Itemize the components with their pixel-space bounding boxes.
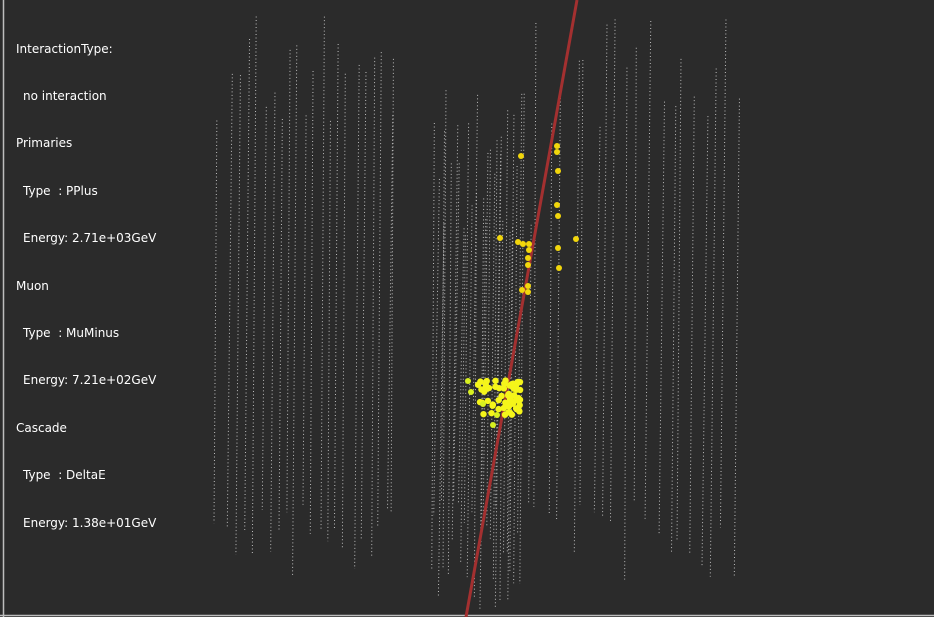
hit: [525, 283, 531, 289]
hit: [495, 397, 501, 403]
hit: [555, 168, 561, 174]
info-line: Energy: 7.21e+02GeV: [16, 373, 156, 389]
info-line: no interaction: [16, 89, 156, 105]
hit: [497, 235, 503, 241]
hit: [490, 422, 496, 428]
hit: [494, 412, 500, 418]
info-heading: Cascade: [16, 421, 156, 437]
hit: [519, 287, 525, 293]
hit: [520, 241, 526, 247]
info-heading: Primaries: [16, 136, 156, 152]
hit: [573, 236, 579, 242]
info-heading: InteractionType:: [16, 42, 156, 58]
hit: [518, 153, 524, 159]
hit: [484, 378, 490, 384]
hit: [481, 388, 487, 394]
hit: [495, 406, 501, 412]
hit: [525, 289, 531, 295]
hit: [502, 412, 508, 418]
hit: [496, 385, 502, 391]
hit: [480, 401, 486, 407]
info-line: Energy: 1.38e+01GeV: [16, 516, 156, 532]
hit: [554, 202, 560, 208]
info-heading: Muon: [16, 279, 156, 295]
info-line: Type : MuMinus: [16, 326, 156, 342]
hit: [555, 213, 561, 219]
hit: [465, 378, 471, 384]
hit: [506, 382, 512, 388]
hit: [492, 378, 498, 384]
hit: [555, 245, 561, 251]
hit: [506, 391, 512, 397]
hit: [526, 247, 532, 253]
info-line: Type : DeltaE: [16, 468, 156, 484]
hit: [526, 241, 532, 247]
hit: [509, 411, 515, 417]
hit: [517, 387, 523, 393]
hit: [480, 411, 486, 417]
event-display: InteractionType: no interaction Primarie…: [0, 0, 934, 617]
info-line: Energy: 2.71e+03GeV: [16, 231, 156, 247]
hit: [556, 265, 562, 271]
hit: [488, 410, 494, 416]
hit: [525, 255, 531, 261]
event-info: InteractionType: no interaction Primarie…: [16, 10, 156, 547]
hit: [489, 403, 495, 409]
hit: [525, 262, 531, 268]
hit: [554, 143, 560, 149]
hit: [506, 399, 512, 405]
hit: [554, 149, 560, 155]
hit: [516, 408, 522, 414]
hit: [468, 389, 474, 395]
hit: [477, 378, 483, 384]
info-line: Type : PPlus: [16, 184, 156, 200]
hit: [517, 379, 523, 385]
